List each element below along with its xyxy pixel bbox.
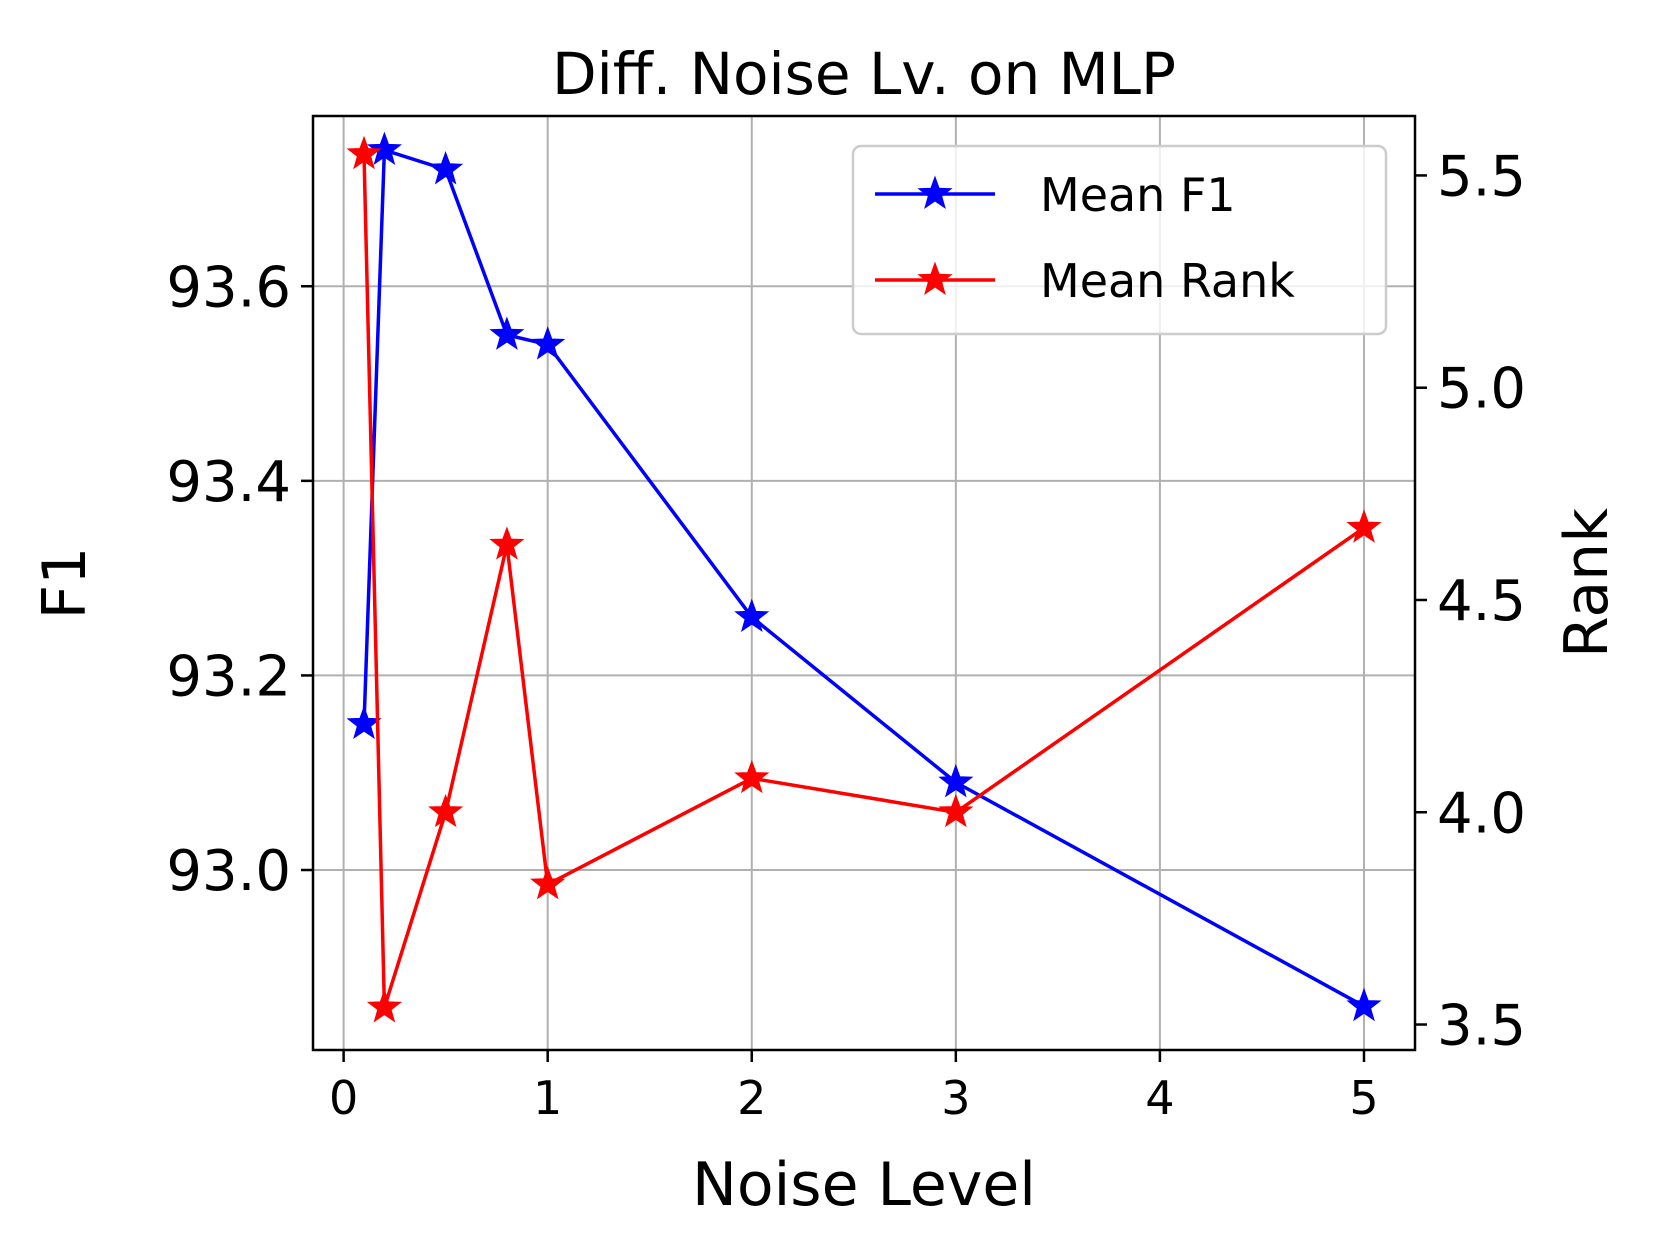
- legend-marker-mean-f1: [917, 175, 953, 209]
- x-axis-label: Noise Level: [692, 1150, 1036, 1220]
- legend-marker-mean-rank: [917, 261, 953, 295]
- y-left-tick-label: 93.6: [166, 255, 291, 320]
- data-point-mean-rank: [1346, 509, 1382, 543]
- x-tick-label: 5: [1349, 1071, 1378, 1125]
- y-axis-left-label: F1: [30, 547, 100, 620]
- data-point-mean-rank: [938, 793, 974, 828]
- y-right-tick-label: 3.5: [1437, 994, 1526, 1059]
- legend: Mean F1 Mean Rank: [851, 144, 1388, 336]
- y-axis-right-label: Rank: [1552, 508, 1622, 658]
- data-point-mean-f1: [1346, 987, 1382, 1022]
- x-tick-label: 4: [1145, 1071, 1174, 1125]
- data-point-mean-f1: [428, 151, 464, 185]
- series-layer: [346, 131, 1382, 1023]
- y-right-tick-label: 5.0: [1437, 357, 1526, 422]
- y-left-tick-label: 93.2: [166, 644, 291, 709]
- data-point-mean-rank: [346, 135, 382, 170]
- series-line-mean-f1: [362, 148, 1365, 1008]
- data-point-mean-rank: [366, 989, 402, 1023]
- axis-ticks: 0 1 2 3 4 5 93.0 93.2 93.4 93.6 3.5 4.0 4.5 5.0 5.5: [166, 144, 1526, 1125]
- y-right-tick-label: 5.5: [1437, 144, 1526, 209]
- legend-label-mean-rank: Mean Rank: [1040, 254, 1295, 308]
- data-point-mean-f1: [366, 131, 402, 165]
- legend-label-mean-f1: Mean F1: [1040, 168, 1236, 222]
- y-left-tick-label: 93.4: [166, 450, 291, 515]
- y-left-tick-label: 93.0: [166, 839, 291, 904]
- series-line-mean-rank: [362, 154, 1366, 1010]
- y-right-tick-label: 4.0: [1437, 781, 1526, 846]
- x-tick-label: 2: [737, 1071, 766, 1125]
- x-tick-label: 3: [941, 1071, 970, 1125]
- data-point-mean-rank: [489, 526, 525, 560]
- data-point-mean-f1: [346, 705, 382, 739]
- y-right-tick-label: 4.5: [1437, 569, 1526, 634]
- data-point-mean-rank: [734, 759, 770, 794]
- x-tick-label: 0: [329, 1071, 358, 1125]
- data-point-mean-f1: [530, 326, 566, 360]
- plot-frame: [311, 114, 1417, 1052]
- chart-title: Diff. Noise Lv. on MLP: [552, 40, 1176, 108]
- x-tick-label: 1: [533, 1071, 562, 1125]
- data-point-mean-rank: [530, 865, 566, 900]
- data-point-mean-f1: [489, 316, 525, 350]
- data-point-mean-f1: [734, 598, 770, 632]
- data-point-mean-rank: [428, 793, 464, 828]
- data-point-mean-f1: [938, 763, 974, 798]
